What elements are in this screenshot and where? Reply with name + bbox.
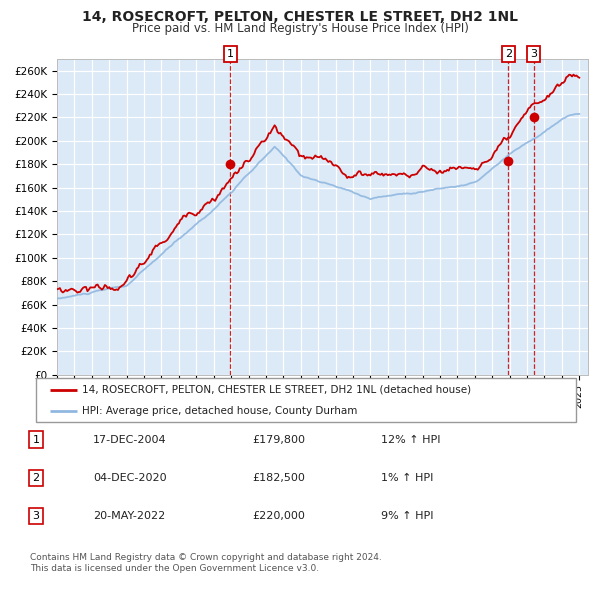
Text: 3: 3 bbox=[32, 512, 40, 521]
Text: HPI: Average price, detached house, County Durham: HPI: Average price, detached house, Coun… bbox=[82, 406, 357, 416]
Text: £182,500: £182,500 bbox=[252, 473, 305, 483]
Text: Contains HM Land Registry data © Crown copyright and database right 2024.
This d: Contains HM Land Registry data © Crown c… bbox=[30, 553, 382, 573]
Text: 9% ↑ HPI: 9% ↑ HPI bbox=[381, 512, 433, 521]
Text: £179,800: £179,800 bbox=[252, 435, 305, 444]
Text: 04-DEC-2020: 04-DEC-2020 bbox=[93, 473, 167, 483]
Text: 2: 2 bbox=[32, 473, 40, 483]
Text: £220,000: £220,000 bbox=[252, 512, 305, 521]
Text: 20-MAY-2022: 20-MAY-2022 bbox=[93, 512, 165, 521]
Text: 14, ROSECROFT, PELTON, CHESTER LE STREET, DH2 1NL (detached house): 14, ROSECROFT, PELTON, CHESTER LE STREET… bbox=[82, 385, 471, 395]
Text: 3: 3 bbox=[530, 49, 537, 59]
Text: 17-DEC-2004: 17-DEC-2004 bbox=[93, 435, 167, 444]
Text: 14, ROSECROFT, PELTON, CHESTER LE STREET, DH2 1NL: 14, ROSECROFT, PELTON, CHESTER LE STREET… bbox=[82, 10, 518, 24]
Text: Price paid vs. HM Land Registry's House Price Index (HPI): Price paid vs. HM Land Registry's House … bbox=[131, 22, 469, 35]
Text: 2: 2 bbox=[505, 49, 512, 59]
Text: 1: 1 bbox=[227, 49, 234, 59]
Text: 1: 1 bbox=[32, 435, 40, 444]
Text: 1% ↑ HPI: 1% ↑ HPI bbox=[381, 473, 433, 483]
Text: 12% ↑ HPI: 12% ↑ HPI bbox=[381, 435, 440, 444]
